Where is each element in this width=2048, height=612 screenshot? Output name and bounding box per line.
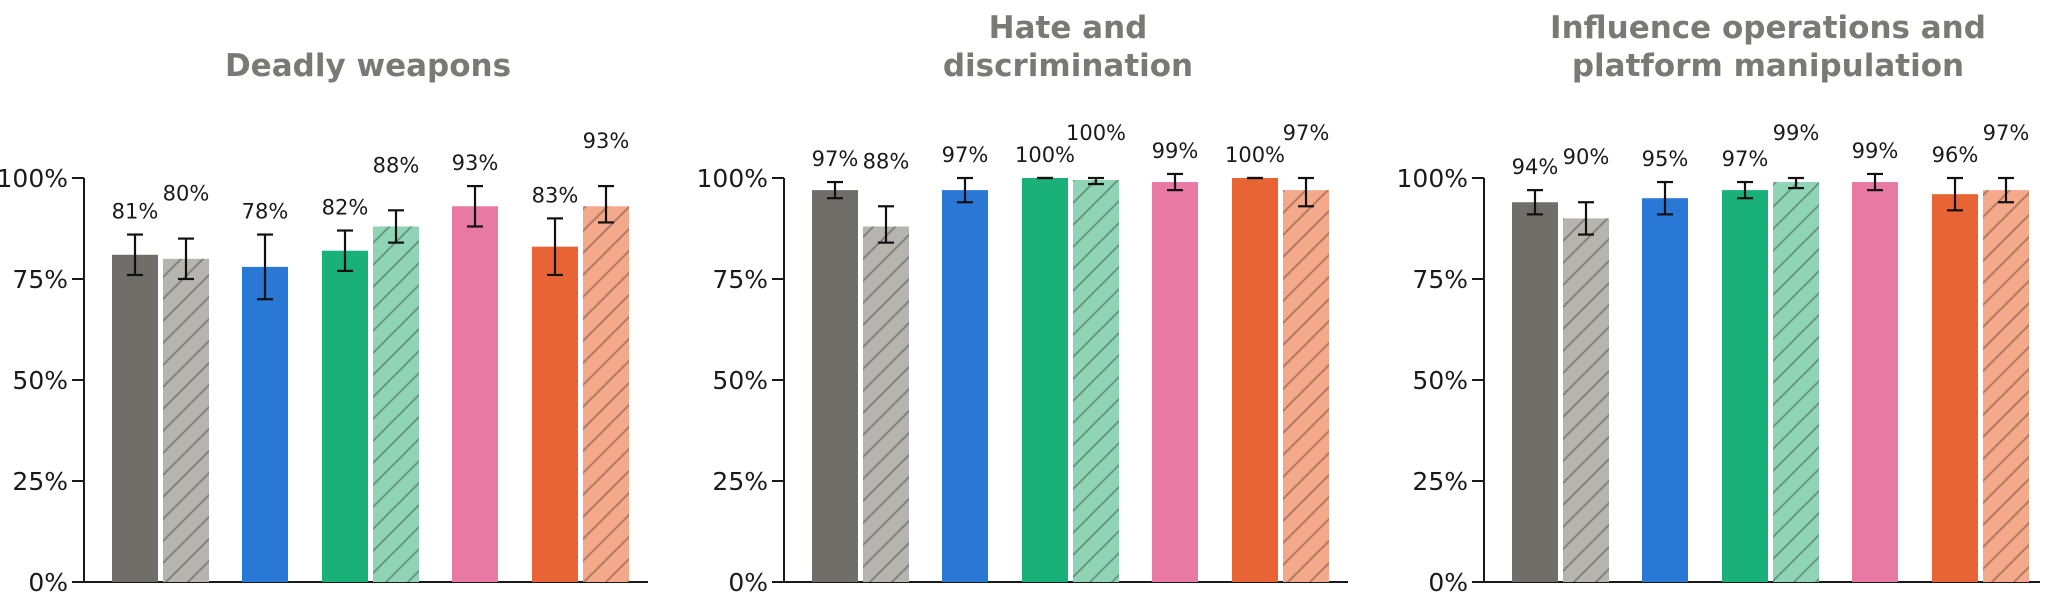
- data-label: 97%: [812, 147, 859, 171]
- panel-title-line: platform manipulation: [1572, 48, 1964, 84]
- bar: [322, 250, 368, 582]
- panel-title-line: discrimination: [943, 48, 1193, 84]
- bar: [583, 206, 629, 582]
- data-label: 93%: [583, 129, 630, 153]
- bar: [1512, 202, 1558, 583]
- bar: [1283, 190, 1329, 582]
- bar: [1983, 190, 2029, 582]
- data-label: 99%: [1152, 139, 1199, 163]
- data-label: 82%: [322, 196, 369, 220]
- y-tick-label: 0%: [28, 568, 68, 597]
- bar: [112, 254, 158, 582]
- panel-title: Influence operations and platform manipul…: [1550, 10, 1986, 84]
- y-tick-label: 0%: [1428, 568, 1468, 597]
- data-label: 80%: [163, 182, 210, 206]
- data-label: 88%: [863, 149, 910, 173]
- bar: [1722, 190, 1768, 582]
- bar: [452, 206, 498, 582]
- bar: [1932, 194, 1978, 582]
- chart-panel: Deadly weapons 0% 25% 50% 75% 100% 81%80% 78% 82…: [0, 48, 648, 597]
- bar: [163, 258, 209, 582]
- y-tick-label: 75%: [12, 265, 68, 294]
- data-label: 93%: [452, 151, 499, 175]
- y-tick-label: 100%: [0, 164, 68, 193]
- y-tick-label: 100%: [1397, 164, 1468, 193]
- data-label: 96%: [1932, 143, 1979, 167]
- data-label: 100%: [1225, 143, 1285, 167]
- bar: [242, 266, 288, 582]
- y-tick-label: 75%: [712, 265, 768, 294]
- y-tick-label: 50%: [1412, 366, 1468, 395]
- bar: [812, 190, 858, 582]
- bar: [373, 226, 419, 583]
- data-label: 97%: [942, 143, 989, 167]
- y-tick-label: 0%: [728, 568, 768, 597]
- data-label: 88%: [373, 153, 420, 177]
- y-tick-label: 100%: [697, 164, 768, 193]
- data-label: 81%: [112, 200, 159, 224]
- panel-title: Deadly weapons: [225, 48, 511, 84]
- bar: [863, 226, 909, 583]
- panel-title-line: Deadly weapons: [225, 48, 511, 84]
- bar: [1232, 178, 1278, 582]
- bar: [1773, 182, 1819, 583]
- y-tick-label: 25%: [1412, 467, 1468, 496]
- data-label: 78%: [242, 200, 289, 224]
- data-label: 97%: [1983, 121, 2030, 145]
- y-tick-label: 25%: [712, 467, 768, 496]
- bar: [1563, 218, 1609, 582]
- data-label: 83%: [532, 183, 579, 207]
- bar: [1073, 180, 1119, 582]
- data-label: 94%: [1512, 155, 1559, 179]
- bar: [1852, 182, 1898, 583]
- bar: [1152, 182, 1198, 583]
- chart-panel: Influence operations and platform manipul…: [1397, 10, 2040, 597]
- data-label: 100%: [1015, 143, 1075, 167]
- y-tick-label: 50%: [12, 366, 68, 395]
- y-tick-label: 25%: [12, 467, 68, 496]
- panel-title-line: Influence operations and: [1550, 10, 1986, 46]
- data-label: 97%: [1722, 147, 1769, 171]
- bar: [532, 246, 578, 582]
- data-label: 99%: [1852, 139, 1899, 163]
- y-tick-label: 75%: [1412, 265, 1468, 294]
- bar: [942, 190, 988, 582]
- panel-title-line: Hate and: [989, 10, 1148, 46]
- y-tick-label: 50%: [712, 366, 768, 395]
- bar: [1642, 198, 1688, 582]
- data-label: 95%: [1642, 147, 1689, 171]
- data-label: 100%: [1066, 121, 1126, 145]
- data-label: 97%: [1283, 121, 1330, 145]
- bar: [1022, 178, 1068, 582]
- data-label: 90%: [1563, 145, 1610, 169]
- data-label: 99%: [1773, 121, 1820, 145]
- panel-title: Hate and discrimination: [943, 10, 1193, 84]
- chart-panel: Hate and discrimination0%25%50%75%100%97%…: [697, 10, 1348, 597]
